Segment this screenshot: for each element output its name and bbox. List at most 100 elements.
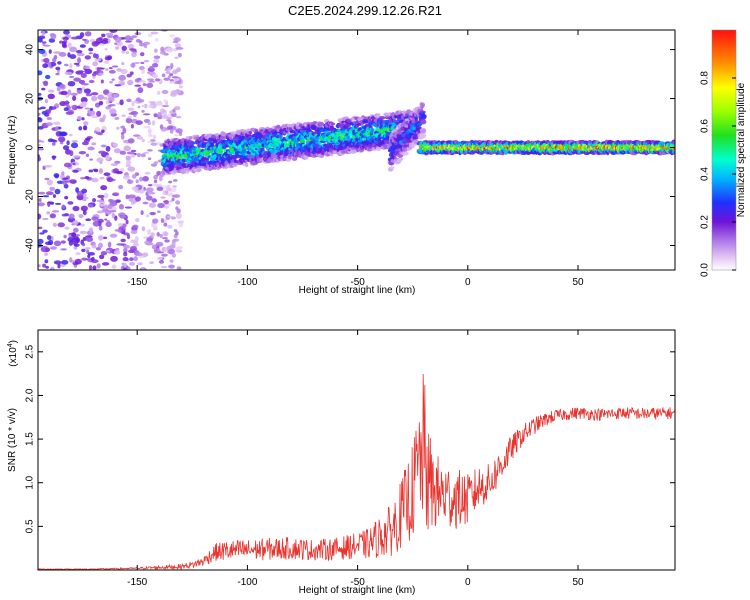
heatmap-cell [168,264,175,269]
heatmap-cell [129,246,138,251]
heatmap-cell [78,79,86,85]
heatmap-cell [146,71,151,74]
heatmap-cell [144,171,151,175]
heatmap-cell [81,141,89,146]
heatmap-cell [173,229,178,233]
heatmap-cell [84,68,93,75]
heatmap-cell [38,191,46,195]
heatmap-cell [100,250,108,256]
heatmap-cell [98,72,104,76]
heatmap-cell [42,229,48,233]
heatmap-cell [44,98,49,104]
heatmap-cell [175,247,182,252]
heatmap-cell [69,46,78,53]
heatmap-cell [104,192,109,199]
heatmap-cell [52,57,57,63]
heatmap-cell [91,92,99,96]
heatmap-cell [141,138,145,143]
heatmap-cell [45,109,51,115]
heatmap-cell [91,177,99,183]
heatmap-cell [96,110,102,117]
heatmap-cell [49,106,57,110]
heatmap-cell [52,155,56,161]
heatmap-cell [140,153,146,158]
heatmap-cell [146,237,150,242]
heatmap-cell [72,95,77,101]
heatmap-cell [133,256,138,262]
heatmap-cell [110,163,118,166]
heatmap-cell [92,61,98,67]
heatmap-cell [104,56,112,61]
heatmap-cell [134,84,142,87]
heatmap-cell [84,247,91,250]
heatmap-cell [167,125,174,130]
heatmap-cell [166,187,172,192]
heatmap-cell [131,186,139,191]
heatmap-cell [159,233,163,238]
heatmap-cell [141,226,146,232]
heatmap-cell [81,248,86,253]
heatmap-cell [74,258,82,265]
heatmap-cell [205,157,210,161]
heatmap-cell [91,244,97,249]
heatmap-cell [61,41,67,48]
heatmap-cell [177,220,185,224]
heatmap-cell [106,219,111,225]
heatmap-cell [139,52,145,57]
heatmap-cell [153,113,158,118]
heatmap-cell [63,183,69,189]
heatmap-cell [125,219,129,225]
heatmap-cell [375,146,382,152]
heatmap-cell [152,218,159,224]
heatmap-cell [108,210,117,213]
heatmap-cell [118,184,124,190]
heatmap-cell [161,115,168,119]
heatmap-cell [151,120,156,126]
heatmap-cell [175,200,181,205]
heatmap-cell [52,194,57,198]
heatmap-cell [175,115,182,119]
heatmap-cell [167,224,173,229]
heatmap-cell [197,168,202,172]
heatmap-cell [420,113,427,119]
heatmap-cell [136,152,141,158]
heatmap-cell [47,93,55,100]
heatmap-cell [102,236,108,239]
heatmap-cell [158,260,165,264]
heatmap-cell [143,125,151,129]
heatmap-cell [73,62,80,65]
heatmap-cell [78,126,83,131]
heatmap-cell [111,264,117,269]
heatmap-cell [161,237,169,240]
heatmap-cell [151,198,158,203]
heatmap-cell [152,63,159,68]
heatmap-cell [72,227,79,233]
heatmap-cell [111,65,119,68]
figure-title: C2E5.2024.299.12.26.R21 [288,3,442,18]
heatmap-cell [171,253,177,258]
heatmap-cell [161,246,166,252]
heatmap-cell [135,196,141,202]
heatmap-cell [67,80,76,87]
heatmap-cell [292,157,298,161]
heatmap-cell [38,92,42,96]
heatmap-cell [49,266,55,270]
heatmap-cell [130,229,138,235]
heatmap-cell [97,234,104,241]
heatmap-cell [145,187,154,193]
heatmap-cell [100,144,107,148]
heatmap-cell [69,54,77,59]
heatmap-cell [142,113,151,116]
heatmap-cell [143,41,151,46]
heatmap-cell [87,203,94,208]
heatmap-cell [169,259,174,263]
heatmap-cell [260,147,265,151]
heatmap-cell [131,100,135,107]
heatmap-cell [39,232,45,235]
heatmap-cell [64,195,69,200]
heatmap-cell [38,264,41,268]
heatmap-cell [114,160,121,164]
heatmap-cell [99,43,106,46]
heatmap-cell [168,81,176,84]
heatmap-cell [84,55,92,60]
